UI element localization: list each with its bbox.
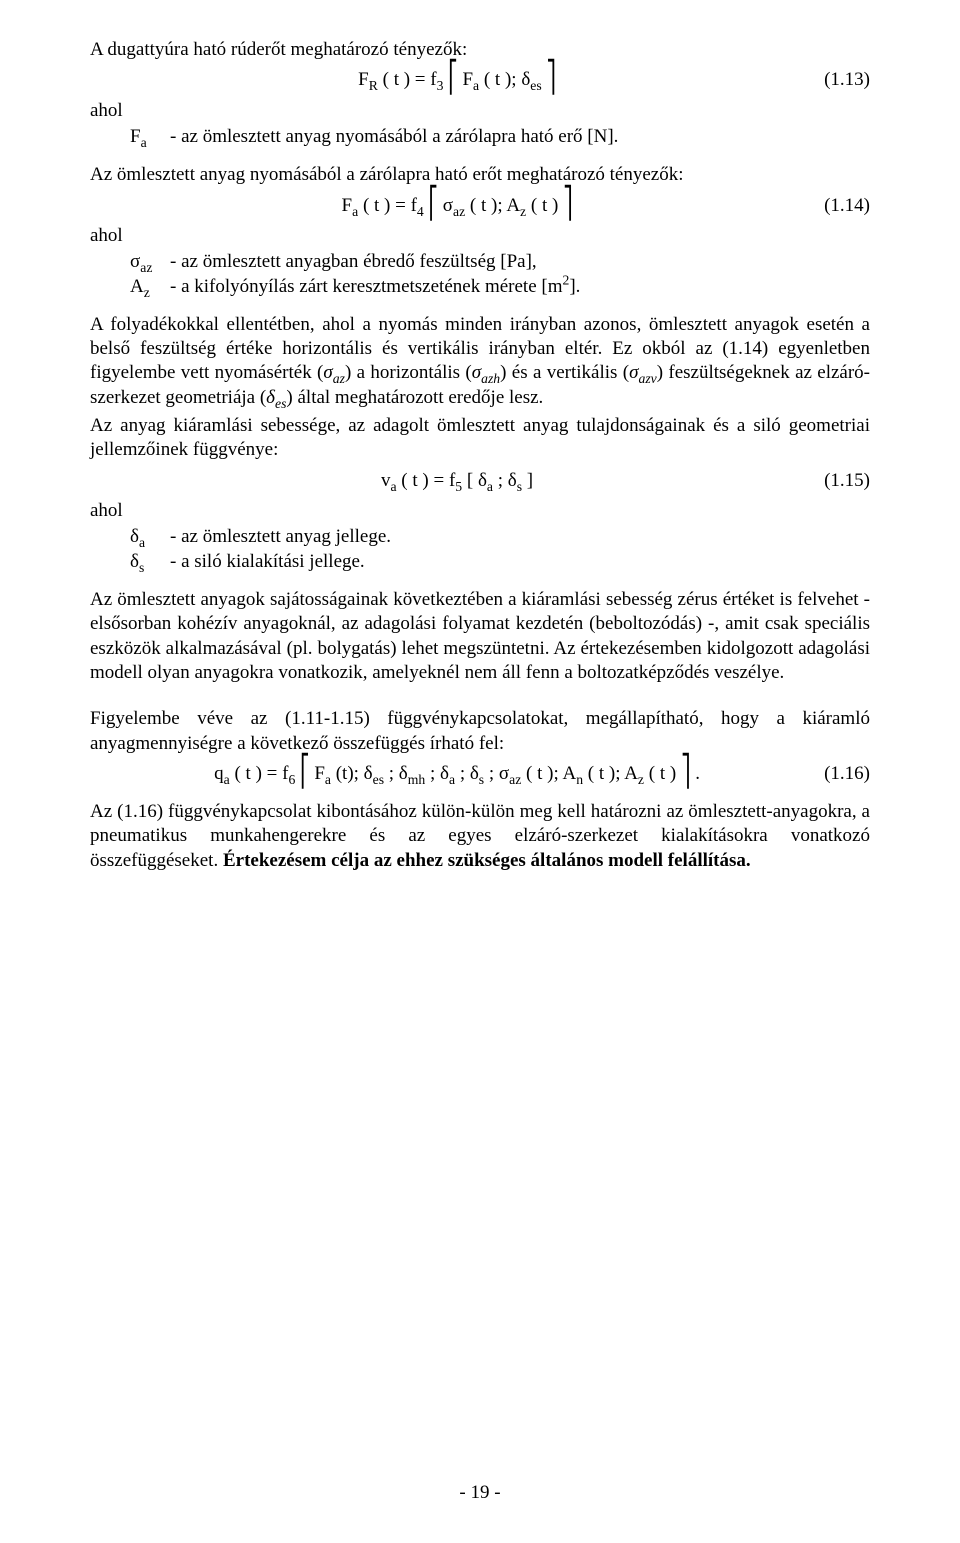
def-sigma-symbol: σaz	[90, 250, 170, 274]
definitions-3: δa - az ömlesztett anyag jellege. δs - a…	[90, 525, 870, 574]
def-Fa-symbol: Fa	[90, 125, 170, 149]
ahol-1: ahol	[90, 99, 870, 123]
def-Fa-text: - az ömlesztett anyag nyomásából a záról…	[170, 125, 870, 149]
page-footer: - 19 -	[0, 1481, 960, 1505]
equation-1-15-row: va ( t ) = f5 [ δa ; δs ] (1.15)	[90, 469, 870, 493]
def-da-text: - az ömlesztett anyag jellege.	[170, 525, 870, 549]
paragraph-7b-bold: Értekezésem célja az ehhez szükséges ált…	[223, 850, 751, 871]
definitions-1: Fa - az ömlesztett anyag nyomásából a zá…	[90, 125, 870, 149]
equation-1-13-row: FR ( t ) = f3 ⎡ Fa ( t ); δes ⎤ (1.13)	[90, 68, 870, 92]
equation-1-14: Fa ( t ) = f4 ⎡ σaz ( t ); Az ( t ) ⎤	[100, 194, 814, 218]
def-Az: Az - a kifolyónyílás zárt keresztmetszet…	[90, 275, 870, 299]
equation-1-15: va ( t ) = f5 [ δa ; δs ]	[100, 469, 814, 493]
def-Az-text: - a kifolyónyílás zárt keresztmetszeténe…	[170, 275, 870, 299]
def-ds-text: - a siló kialakítási jellege.	[170, 550, 870, 574]
ahol-2: ahol	[90, 224, 870, 248]
equation-1-14-number: (1.14)	[814, 194, 870, 218]
paragraph-4: Az anyag kiáramlási sebessége, az adagol…	[90, 414, 870, 463]
equation-1-13: FR ( t ) = f3 ⎡ Fa ( t ); δes ⎤	[100, 68, 814, 92]
def-sigma-az: σaz - az ömlesztett anyagban ébredő fesz…	[90, 250, 870, 274]
def-ds-symbol: δs	[90, 550, 170, 574]
def-da-symbol: δa	[90, 525, 170, 549]
equation-1-13-number: (1.13)	[814, 68, 870, 92]
equation-1-15-number: (1.15)	[814, 469, 870, 493]
equation-1-14-row: Fa ( t ) = f4 ⎡ σaz ( t ); Az ( t ) ⎤ (1…	[90, 194, 870, 218]
def-delta-a: δa - az ömlesztett anyag jellege.	[90, 525, 870, 549]
equation-1-16-row: qa ( t ) = f6 ⎡ Fa (t); δes ; δmh ; δa ;…	[90, 762, 870, 786]
paragraph-6: Figyelembe véve az (1.11-1.15) függvényk…	[90, 707, 870, 756]
def-delta-s: δs - a siló kialakítási jellege.	[90, 550, 870, 574]
intro-line-2: Az ömlesztett anyag nyomásából a zárólap…	[90, 163, 870, 187]
page-container: A dugattyúra ható rúderőt meghatározó té…	[0, 0, 960, 1543]
equation-1-16-number: (1.16)	[814, 762, 870, 786]
ahol-3: ahol	[90, 499, 870, 523]
paragraph-3: A folyadékokkal ellentétben, ahol a nyom…	[90, 313, 870, 410]
definitions-2: σaz - az ömlesztett anyagban ébredő fesz…	[90, 250, 870, 299]
equation-1-16: qa ( t ) = f6 ⎡ Fa (t); δes ; δmh ; δa ;…	[100, 762, 814, 786]
def-sigma-text: - az ömlesztett anyagban ébredő feszülts…	[170, 250, 870, 274]
def-Az-symbol: Az	[90, 275, 170, 299]
paragraph-5: Az ömlesztett anyagok sajátosságainak kö…	[90, 588, 870, 685]
intro-line-1: A dugattyúra ható rúderőt meghatározó té…	[90, 38, 870, 62]
paragraph-7: Az (1.16) függvénykapcsolat kibontásához…	[90, 800, 870, 873]
def-Fa: Fa - az ömlesztett anyag nyomásából a zá…	[90, 125, 870, 149]
